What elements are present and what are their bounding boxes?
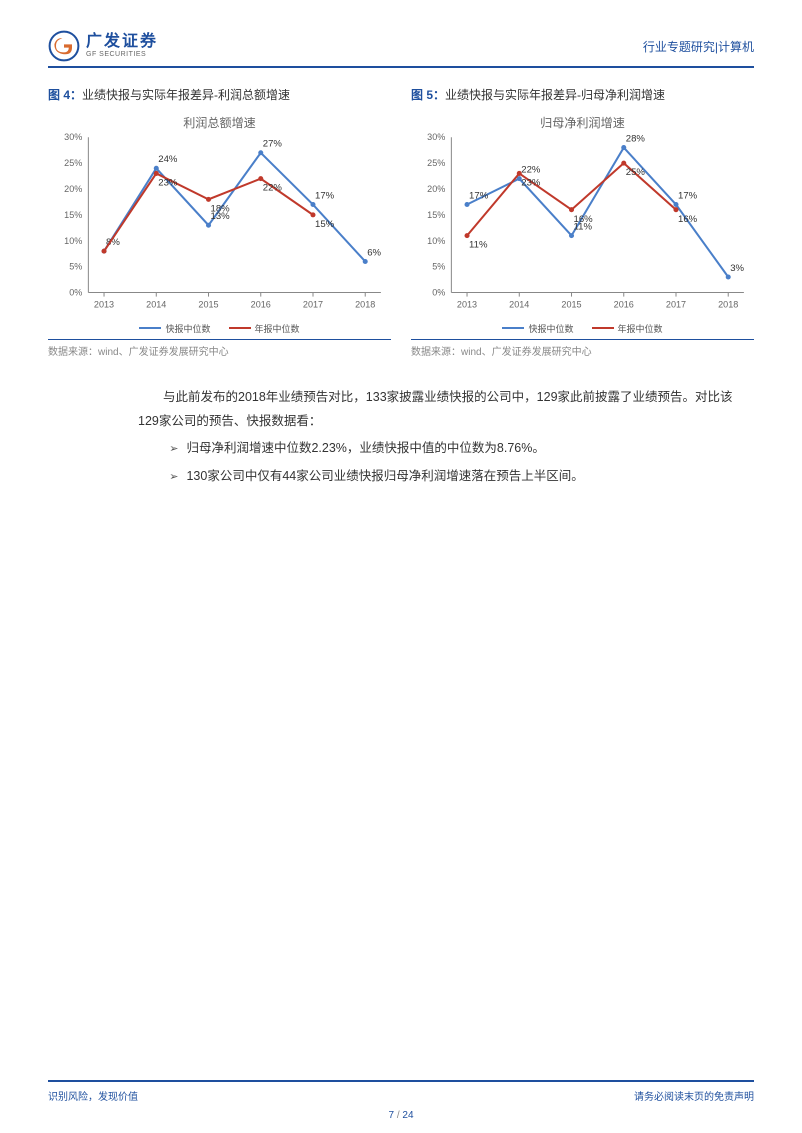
body-text: 与此前发布的2018年业绩预告对比，133家披露业绩快报的公司中，129家此前披… — [48, 386, 754, 489]
chart-4-svg: 利润总额增速 0% 5% 10% 15% 20% 25% 30% 2013 2014 2015 201… — [48, 113, 391, 315]
logo: 广发证券 GF SECURITIES — [48, 30, 158, 62]
legend-label: 快报中位数 — [528, 322, 573, 335]
svg-text:2015: 2015 — [198, 300, 218, 310]
svg-text:2018: 2018 — [718, 300, 738, 310]
chart-5-source: 数据来源：wind、广发证券发展研究中心 — [411, 339, 754, 358]
legend-line — [592, 327, 614, 329]
chart-4-legend: 快报中位数 年报中位数 — [48, 322, 391, 335]
svg-text:27%: 27% — [263, 139, 283, 150]
svg-text:10%: 10% — [64, 236, 82, 246]
page-number: 7 / 24 — [0, 1110, 802, 1121]
svg-text:17%: 17% — [469, 190, 489, 201]
svg-text:11%: 11% — [469, 240, 488, 251]
svg-text:22%: 22% — [521, 165, 541, 176]
logo-icon — [48, 30, 80, 62]
svg-text:30%: 30% — [64, 132, 82, 142]
chart-5-legend: 快报中位数 年报中位数 — [411, 322, 754, 335]
svg-text:2017: 2017 — [666, 300, 686, 310]
svg-text:16%: 16% — [574, 214, 594, 225]
svg-text:6%: 6% — [367, 247, 381, 258]
legend-line — [502, 327, 524, 329]
svg-text:20%: 20% — [427, 184, 445, 194]
svg-text:17%: 17% — [315, 190, 335, 201]
bullet-2: 130家公司中仅有44家公司业绩快报归母净利润增速落在预告上半区间。 — [138, 465, 744, 489]
svg-text:2014: 2014 — [509, 300, 529, 310]
legend-item: 快报中位数 — [502, 322, 573, 335]
svg-text:25%: 25% — [64, 158, 82, 168]
chart-5: 图 5：业绩快报与实际年报差异-归母净利润增速 归母净利润增速 0% 5% 10% 15… — [411, 86, 754, 358]
svg-text:24%: 24% — [158, 154, 178, 165]
svg-text:2016: 2016 — [251, 300, 271, 310]
svg-text:5%: 5% — [432, 262, 445, 272]
page-header: 广发证券 GF SECURITIES 行业专题研究|计算机 — [48, 30, 754, 68]
logo-cn: 广发证券 — [86, 33, 158, 51]
page-total: 24 — [402, 1110, 413, 1121]
svg-text:2013: 2013 — [94, 300, 114, 310]
fig-4-label: 图 4： — [48, 88, 82, 102]
svg-text:2017: 2017 — [303, 300, 323, 310]
legend-label: 年报中位数 — [255, 322, 300, 335]
logo-en: GF SECURITIES — [86, 51, 158, 59]
svg-text:2018: 2018 — [355, 300, 375, 310]
svg-text:18%: 18% — [211, 203, 231, 214]
svg-text:2015: 2015 — [561, 300, 581, 310]
svg-text:10%: 10% — [427, 236, 445, 246]
svg-text:22%: 22% — [263, 183, 283, 194]
logo-text: 广发证券 GF SECURITIES — [86, 33, 158, 58]
svg-text:归母净利润增速: 归母净利润增速 — [540, 115, 625, 130]
page-footer: 识别风险，发现价值 请务必阅读末页的免责声明 — [48, 1080, 754, 1103]
bullet-1: 归母净利润增速中位数2.23%，业绩快报中值的中位数为8.76%。 — [138, 437, 744, 461]
svg-text:15%: 15% — [64, 210, 82, 220]
svg-text:20%: 20% — [64, 184, 82, 194]
chart-4-source: 数据来源：wind、广发证券发展研究中心 — [48, 339, 391, 358]
header-category: 行业专题研究|计算机 — [643, 38, 754, 55]
svg-text:23%: 23% — [521, 178, 541, 189]
svg-text:0%: 0% — [69, 288, 82, 298]
svg-text:2016: 2016 — [614, 300, 634, 310]
footer-right: 请务必阅读末页的免责声明 — [634, 1088, 754, 1103]
legend-line — [229, 327, 251, 329]
legend-line — [139, 327, 161, 329]
legend-item: 快报中位数 — [139, 322, 210, 335]
fig-5-title: 业绩快报与实际年报差异-归母净利润增速 — [445, 88, 665, 102]
legend-label: 年报中位数 — [618, 322, 663, 335]
svg-text:3%: 3% — [730, 263, 744, 274]
paragraph-1: 与此前发布的2018年业绩预告对比，133家披露业绩快报的公司中，129家此前披… — [138, 386, 744, 434]
svg-text:5%: 5% — [69, 262, 82, 272]
legend-item: 年报中位数 — [229, 322, 300, 335]
svg-text:16%: 16% — [678, 214, 698, 225]
svg-text:2014: 2014 — [146, 300, 166, 310]
charts-row: 图 4：业绩快报与实际年报差异-利润总额增速 利润总额增速 0% 5% 10% 15% 2… — [48, 86, 754, 358]
svg-text:15%: 15% — [427, 210, 445, 220]
svg-text:17%: 17% — [678, 190, 698, 201]
svg-text:30%: 30% — [427, 132, 445, 142]
fig-5-label: 图 5： — [411, 88, 445, 102]
svg-text:25%: 25% — [427, 158, 445, 168]
chart-5-caption: 图 5：业绩快报与实际年报差异-归母净利润增速 — [411, 86, 754, 103]
svg-text:0%: 0% — [432, 288, 445, 298]
chart-4: 图 4：业绩快报与实际年报差异-利润总额增速 利润总额增速 0% 5% 10% 15% 2… — [48, 86, 391, 358]
svg-text:2013: 2013 — [457, 300, 477, 310]
svg-text:23%: 23% — [158, 178, 178, 189]
svg-text:利润总额增速: 利润总额增速 — [183, 115, 256, 130]
legend-label: 快报中位数 — [165, 322, 210, 335]
svg-text:15%: 15% — [315, 219, 335, 230]
svg-text:25%: 25% — [626, 167, 646, 178]
chart-5-svg: 归母净利润增速 0% 5% 10% 15% 20% 25% 30% 2013 2014 2015 20… — [411, 113, 754, 315]
fig-4-title: 业绩快报与实际年报差异-利润总额增速 — [82, 88, 290, 102]
chart-4-caption: 图 4：业绩快报与实际年报差异-利润总额增速 — [48, 86, 391, 103]
legend-item: 年报中位数 — [592, 322, 663, 335]
page: 广发证券 GF SECURITIES 行业专题研究|计算机 图 4：业绩快报与实… — [0, 0, 802, 1133]
svg-text:28%: 28% — [626, 134, 646, 145]
footer-left: 识别风险，发现价值 — [48, 1088, 138, 1103]
